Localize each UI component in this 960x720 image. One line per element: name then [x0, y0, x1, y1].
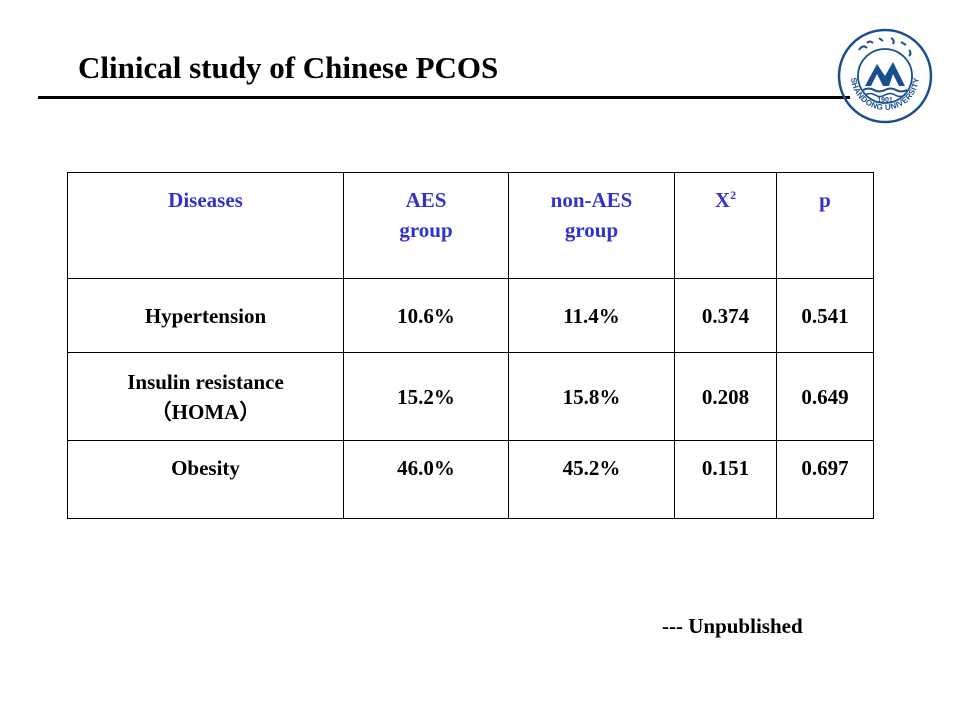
cell-non-aes: 11.4%	[509, 279, 675, 353]
cell-disease: Obesity	[68, 441, 344, 519]
cell-p: 0.697	[777, 441, 874, 519]
comparison-table: Diseases AES group non-AES group X2 p Hy…	[67, 172, 874, 519]
shandong-university-seal-icon: SHANDONG UNIVERSITY 1901	[837, 28, 933, 124]
header-aes-group: AES group	[344, 173, 509, 279]
header-non-aes-group: non-AES group	[509, 173, 675, 279]
source-note: --- Unpublished	[662, 614, 803, 639]
cell-x2: 0.208	[675, 353, 777, 441]
cell-aes: 10.6%	[344, 279, 509, 353]
cell-disease: Insulin resistance （HOMA）	[68, 353, 344, 441]
cell-aes: 46.0%	[344, 441, 509, 519]
header-diseases: Diseases	[68, 173, 344, 279]
header-chi-square: X2	[675, 173, 777, 279]
table-header-row: Diseases AES group non-AES group X2 p	[68, 173, 874, 279]
title-underline	[38, 96, 850, 99]
svg-text:1901: 1901	[877, 97, 893, 104]
cell-disease: Hypertension	[68, 279, 344, 353]
header-p-value: p	[777, 173, 874, 279]
cell-x2: 0.151	[675, 441, 777, 519]
table-row: Insulin resistance （HOMA） 15.2% 15.8% 0.…	[68, 353, 874, 441]
cell-non-aes: 15.8%	[509, 353, 675, 441]
cell-non-aes: 45.2%	[509, 441, 675, 519]
slide-title: Clinical study of Chinese PCOS	[78, 50, 498, 86]
cell-p: 0.541	[777, 279, 874, 353]
table-row: Hypertension 10.6% 11.4% 0.374 0.541	[68, 279, 874, 353]
table-row: Obesity 46.0% 45.2% 0.151 0.697	[68, 441, 874, 519]
cell-x2: 0.374	[675, 279, 777, 353]
cell-p: 0.649	[777, 353, 874, 441]
cell-aes: 15.2%	[344, 353, 509, 441]
